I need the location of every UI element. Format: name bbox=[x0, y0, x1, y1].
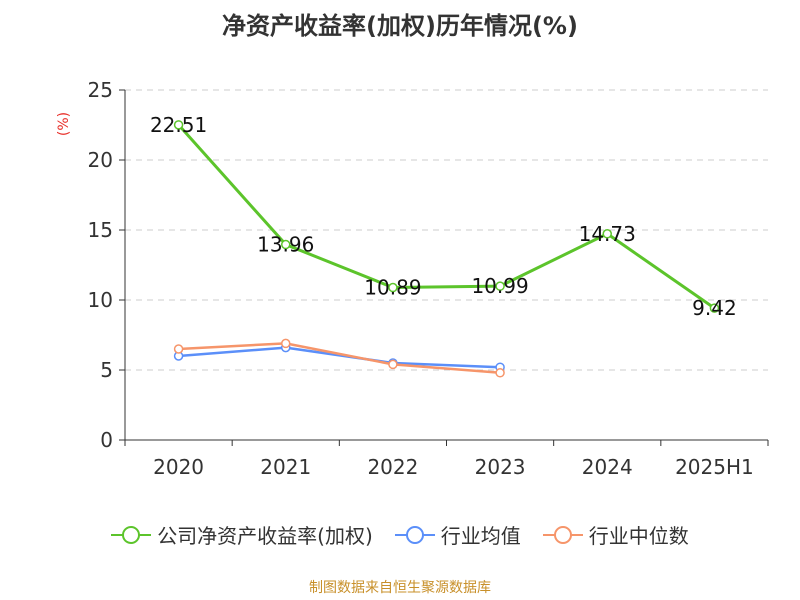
x-tick-label: 2024 bbox=[582, 455, 633, 479]
legend: 公司净资产收益率(加权) 行业均值 行业中位数 bbox=[0, 520, 800, 549]
data-label: 13.96 bbox=[257, 233, 314, 257]
y-tick-label: 0 bbox=[100, 428, 113, 452]
legend-label: 行业均值 bbox=[440, 524, 521, 548]
legend-marker-icon bbox=[394, 525, 435, 544]
data-label: 10.99 bbox=[471, 274, 528, 298]
data-label: 22.51 bbox=[150, 113, 207, 137]
source-footer: 制图数据来自恒生聚源数据库 bbox=[309, 580, 491, 596]
data-point bbox=[495, 368, 505, 378]
y-tick-label: 25 bbox=[88, 78, 113, 102]
legend-label: 公司净资产收益率(加权) bbox=[157, 524, 373, 548]
data-point bbox=[173, 120, 184, 130]
data-point bbox=[602, 229, 612, 239]
data-label: 9.42 bbox=[692, 296, 737, 320]
x-tick-label: 2022 bbox=[367, 455, 418, 479]
series-line bbox=[178, 346, 501, 369]
x-tick-label: 2021 bbox=[260, 455, 311, 479]
data-point bbox=[281, 239, 291, 250]
series-line bbox=[178, 342, 501, 375]
data-point bbox=[173, 344, 184, 354]
data-point bbox=[709, 303, 720, 313]
legend-item[interactable]: 行业均值 bbox=[394, 520, 521, 549]
data-label: 10.89 bbox=[364, 276, 421, 300]
legend-marker-icon bbox=[111, 525, 152, 544]
legend-item[interactable]: 行业中位数 bbox=[542, 520, 689, 549]
legend-marker-icon bbox=[542, 525, 583, 544]
data-label: 14.73 bbox=[579, 222, 636, 246]
x-tick-label: 2025H1 bbox=[675, 455, 754, 479]
y-tick-label: 15 bbox=[88, 218, 113, 242]
x-tick-label: 2023 bbox=[475, 455, 526, 479]
y-tick-label: 5 bbox=[100, 358, 113, 382]
data-point bbox=[495, 281, 505, 291]
series-line bbox=[177, 123, 716, 310]
x-tick-label: 2020 bbox=[153, 455, 204, 479]
data-point bbox=[388, 282, 398, 293]
legend-item[interactable]: 公司净资产收益率(加权) bbox=[111, 520, 373, 549]
legend-label: 行业中位数 bbox=[588, 524, 689, 548]
data-point bbox=[388, 359, 398, 370]
y-tick-label: 20 bbox=[88, 148, 113, 172]
chart-title: 净资产收益率(加权)历年情况(%) bbox=[222, 12, 578, 40]
y-tick-label: 10 bbox=[88, 288, 113, 312]
data-point bbox=[281, 338, 291, 349]
